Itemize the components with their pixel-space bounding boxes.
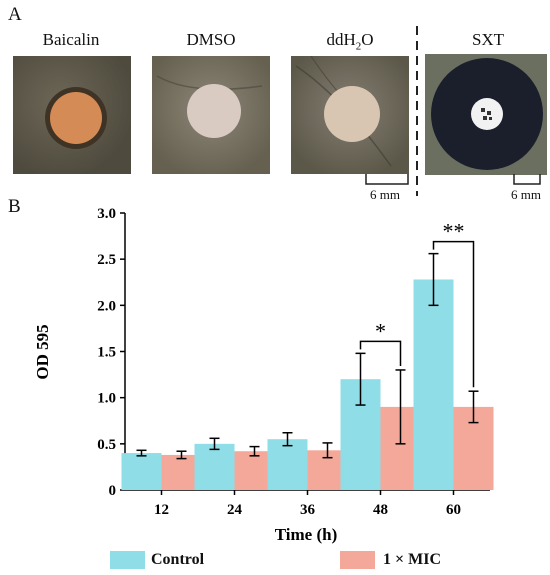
y-tick-label: 2.0 <box>97 298 116 314</box>
legend-swatch-control <box>110 551 145 569</box>
scale-bar-1 <box>365 174 409 185</box>
y-tick-label: 1.5 <box>97 345 116 361</box>
x-tick-label: 36 <box>300 502 316 518</box>
significance-bracket <box>359 340 402 366</box>
legend-label-control: Control <box>151 551 205 568</box>
photo-baicalin <box>13 56 131 174</box>
panel-a-letter: A <box>8 4 22 25</box>
bar-control <box>413 279 454 490</box>
significance-label: * <box>375 318 386 343</box>
photo-ddh2o <box>291 56 409 174</box>
scale-label-1: 6 mm <box>370 187 400 202</box>
bar-control <box>121 453 162 490</box>
significance-label: ** <box>443 219 465 244</box>
x-tick-label: 24 <box>227 502 243 518</box>
label-dmso: DMSO <box>186 30 236 49</box>
x-tick-label: 48 <box>373 502 388 518</box>
y-tick-label: 3.0 <box>97 206 116 222</box>
bar-control <box>267 439 308 490</box>
photo-sxt <box>425 54 547 175</box>
photo-dmso <box>152 56 270 174</box>
baicalin-disc <box>50 92 102 144</box>
y-tick-label: 0.5 <box>97 437 116 453</box>
bar-control <box>194 443 235 490</box>
y-axis-label: OD 595 <box>33 324 52 379</box>
dmso-disc <box>187 84 241 138</box>
legend-swatch-mic <box>340 551 375 569</box>
label-sxt: SXT <box>471 30 505 49</box>
panel-b-letter: B <box>8 196 21 217</box>
scale-label-2: 6 mm <box>511 187 541 202</box>
ddh2o-disc <box>324 86 380 142</box>
x-tick-label: 60 <box>446 502 461 518</box>
panel-divider <box>416 26 418 196</box>
x-axis-label: Time (h) <box>275 525 338 544</box>
label-ddh2o: ddH2O <box>326 30 374 53</box>
x-tick-label: 12 <box>154 502 169 518</box>
y-tick-label: 0 <box>109 483 117 499</box>
y-tick-label: 2.5 <box>97 252 116 268</box>
legend-label-mic: 1 × MIC <box>383 551 441 568</box>
scale-bar-2 <box>513 174 541 185</box>
y-tick-label: 1.0 <box>97 391 116 407</box>
label-baicalin: Baicalin <box>42 30 100 49</box>
significance-bracket <box>432 240 475 388</box>
